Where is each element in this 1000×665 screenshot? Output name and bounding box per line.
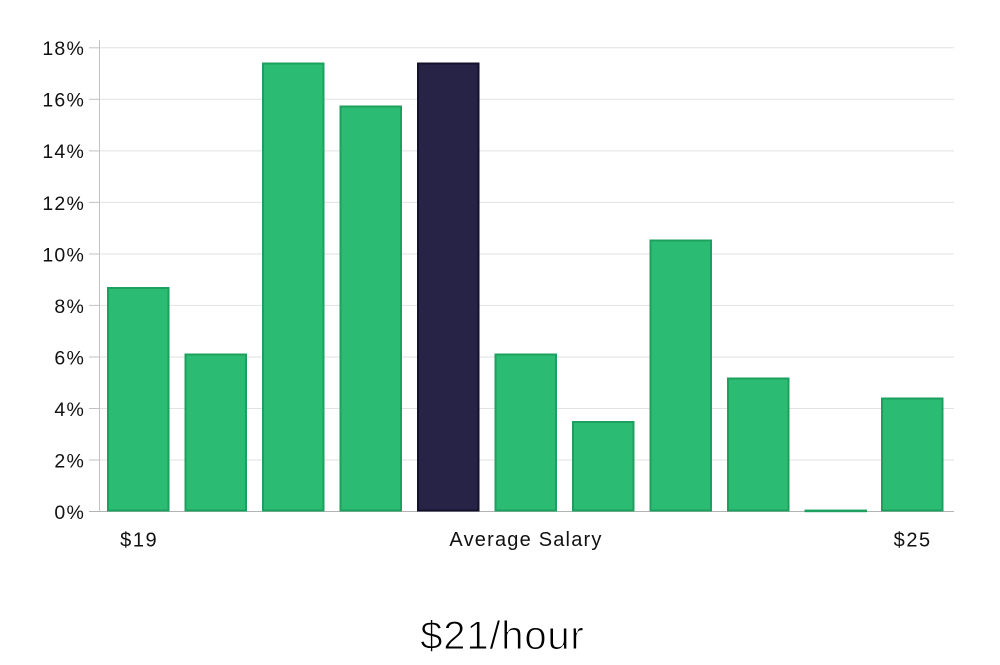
svg-text:12%: 12% [42,193,85,215]
svg-text:6%: 6% [54,347,85,369]
svg-text:8%: 8% [54,296,85,318]
svg-text:$21/hour: $21/hour [420,614,584,658]
svg-text:2%: 2% [54,450,85,472]
svg-text:$19: $19 [120,530,158,552]
svg-text:10%: 10% [42,244,85,266]
svg-text:4%: 4% [54,399,85,421]
svg-text:16%: 16% [42,90,85,112]
svg-text:0%: 0% [54,502,85,524]
svg-text:18%: 18% [42,38,85,60]
svg-text:Average Salary: Average Salary [449,529,602,551]
svg-text:14%: 14% [42,141,85,163]
svg-text:$25: $25 [894,530,932,552]
